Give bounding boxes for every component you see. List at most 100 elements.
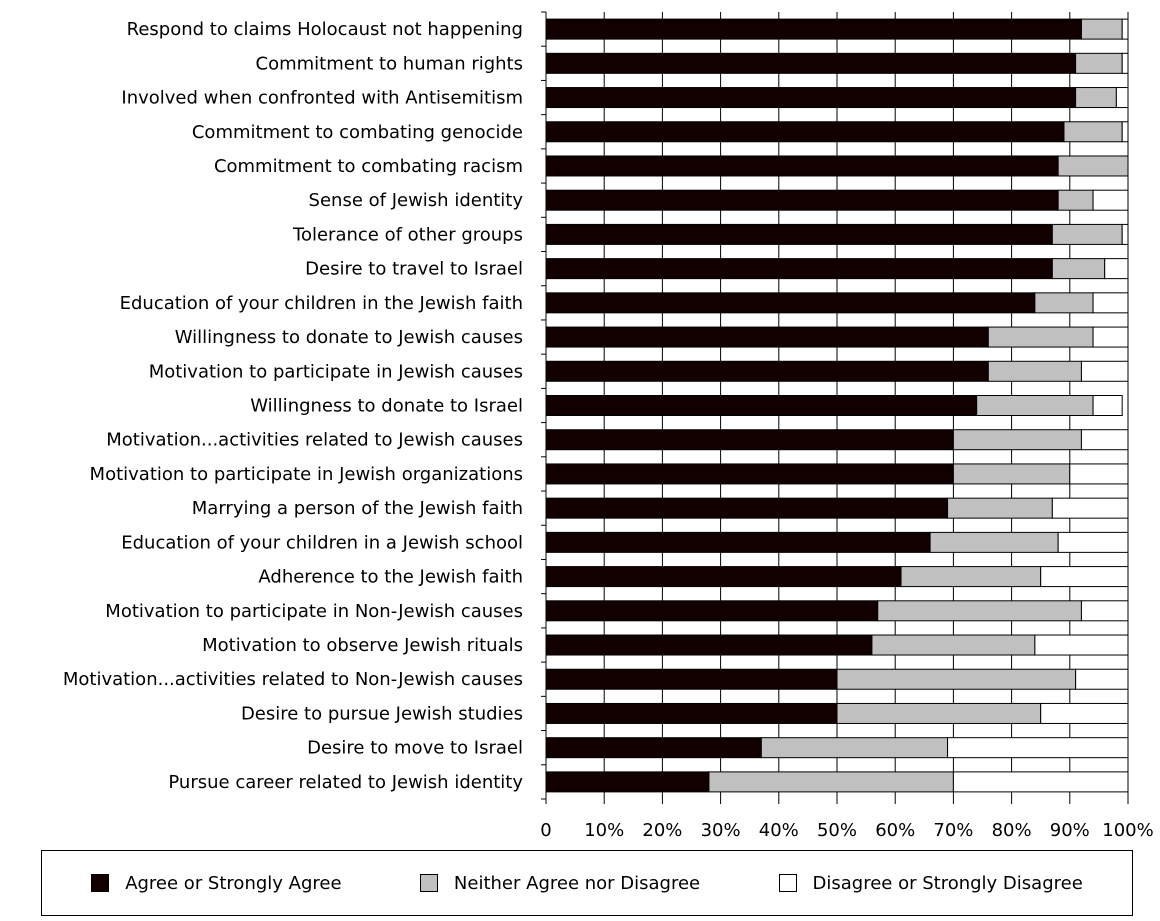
category-label: Adherence to the Jewish faith [258,567,523,588]
bar-segment-agree [545,566,902,588]
legend-label-agree: Agree or Strongly Agree [125,872,342,894]
axis-layer [541,11,1129,804]
bar-segment-agree [545,18,1082,40]
x-tick-label: 40% [759,820,799,841]
category-label: Involved when confronted with Antisemiti… [121,88,523,109]
bar-segment-neither [1051,258,1106,280]
bar-segment-agree [545,326,989,348]
category-label: Commitment to combating genocide [192,122,523,143]
category-label: Willingness to donate to Jewish causes [175,327,523,348]
legend-label-neither: Neither Agree nor Disagree [453,872,701,894]
category-label: Motivation...activities related to Jewis… [106,430,523,451]
bar-segment-disagree [947,737,1129,759]
category-label: Motivation...activities related to Non-J… [63,669,523,690]
bar-segment-disagree [1080,600,1129,622]
category-label: Willingness to donate to Israel [250,396,523,417]
bar-segment-neither [1034,292,1094,314]
x-tick-label: 30% [701,820,741,841]
bar-segment-agree [545,668,838,690]
bar-segment-agree [545,189,1059,211]
category-label: Education of your children in a Jewish s… [121,532,523,553]
bar-segment-agree [545,737,762,759]
bar-segment-disagree [1121,223,1129,245]
category-label: Motivation to participate in Non-Jewish … [105,601,523,622]
bar-segment-agree [545,155,1059,177]
bar-segment-neither [1075,52,1123,74]
bar-segment-disagree [1057,531,1129,553]
category-label: Respond to claims Holocaust not happenin… [127,19,523,40]
category-label: Commitment to human rights [256,53,523,74]
bar-segment-agree [545,702,838,724]
x-tick-label: 100% [1102,820,1153,841]
bar-segment-agree [545,600,879,622]
category-label: Desire to travel to Israel [305,259,523,280]
bar-segment-neither [877,600,1082,622]
bar-segment-neither [1051,223,1123,245]
bar-segment-disagree [1080,360,1129,382]
x-tick-label: 60% [875,820,915,841]
legend-swatch-neither [419,874,438,892]
category-label: Desire to move to Israel [307,738,523,759]
stacked-bar-chart: Respond to claims Holocaust not happenin… [63,11,1154,841]
x-tick-label: 10% [584,820,624,841]
bar-segment-neither [976,395,1094,416]
bar-segment-disagree [1092,292,1129,314]
bar-segment-disagree [1104,258,1129,280]
bar-segment-neither [947,497,1053,519]
x-tick-label: 0 [540,820,551,841]
category-label: Pursue career related to Jewish identity [168,772,523,793]
bar-segment-disagree [1115,87,1129,109]
category-label: Desire to pursue Jewish studies [241,703,523,724]
x-tick-label: 90% [1050,820,1090,841]
category-label: Sense of Jewish identity [309,190,524,211]
bar-segment-neither [836,702,1042,724]
category-label: Motivation to participate in Jewish orga… [90,464,523,485]
bar-segment-disagree [952,771,1129,793]
bar-segment-neither [987,360,1082,382]
bar-segment-disagree [1040,702,1129,724]
bar-segment-agree [545,360,989,382]
bar-segment-agree [545,531,931,553]
category-label: Marrying a person of the Jewish faith [192,498,523,519]
bar-segment-neither [987,326,1094,348]
bar-segment-neither [871,634,1036,656]
bar-segment-neither [900,566,1042,588]
bar-segment-agree [545,258,1053,280]
bar-segment-disagree [1034,634,1129,656]
bar-segment-disagree [1121,18,1129,40]
x-tick-labels: 0 10% 20% 30% 40% 50% 60% 70% 80% 90% 100% [540,820,1153,841]
bar-segment-agree [545,497,949,519]
bar-segment-agree [545,429,954,451]
legend-item-neither: Neither Agree nor Disagree [419,872,701,894]
bar-segment-disagree [1069,463,1129,485]
bar-segment-neither [1075,87,1117,109]
bar-segment-neither [952,463,1071,485]
x-tick-label: 20% [642,820,682,841]
category-label: Commitment to combating racism [214,156,523,177]
bar-segment-agree [545,292,1036,314]
bar-segment-neither [1080,18,1123,40]
legend-swatch-disagree [778,874,797,892]
bar-segment-disagree [1092,189,1129,211]
bar-segment-neither [952,429,1082,451]
legend: Agree or Strongly Agree Neither Agree no… [41,850,1133,916]
bar-segment-agree [545,771,710,793]
bar-segment-disagree [1092,395,1123,416]
bar-segment-neither [1057,189,1094,211]
bar-segment-agree [545,463,954,485]
legend-label-disagree: Disagree or Strongly Disagree [812,872,1083,894]
bar-segment-disagree [1080,429,1129,451]
bar-segment-neither [929,531,1059,553]
category-label: Tolerance of other groups [292,224,523,245]
bar-segment-agree [545,395,978,416]
x-tick-label: 70% [933,820,973,841]
legend-swatch-agree [91,874,110,892]
category-label: Motivation to participate in Jewish caus… [149,361,523,382]
bars-layer [545,18,1129,793]
bar-segment-disagree [1121,121,1129,143]
bar-segment-neither [760,737,949,759]
bar-segment-neither [708,771,954,793]
bar-segment-agree [545,121,1065,143]
legend-item-disagree: Disagree or Strongly Disagree [778,872,1083,894]
bar-segment-agree [545,52,1077,74]
